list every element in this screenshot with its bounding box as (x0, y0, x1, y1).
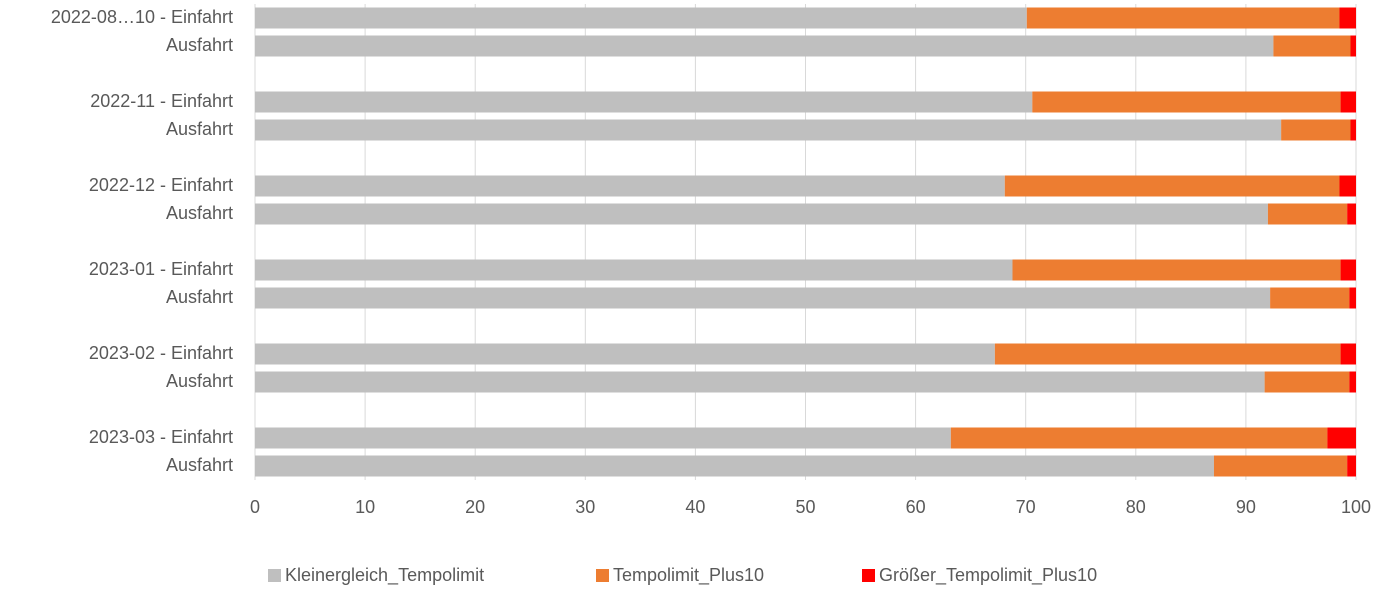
bar-segment (255, 371, 1265, 393)
bar-segment (1350, 119, 1356, 141)
bar-segment (1340, 259, 1356, 281)
x-tick-label: 70 (1016, 497, 1036, 517)
bar-segment (1032, 91, 1341, 113)
bar-segment (1270, 287, 1350, 309)
y-tick-label: 2023-02 - Einfahrt (89, 343, 233, 363)
y-tick-label: Ausfahrt (166, 119, 233, 139)
bar-segment (1267, 203, 1348, 225)
bar-segment (1339, 175, 1356, 197)
x-tick-label: 100 (1341, 497, 1371, 517)
bar-segment (255, 203, 1268, 225)
bar-segment (255, 175, 1005, 197)
y-tick-label: 2023-03 - Einfahrt (89, 427, 233, 447)
bar-segment (994, 343, 1341, 365)
legend-swatch (596, 569, 609, 582)
bar-segment (1213, 455, 1348, 477)
bar-segment (1281, 119, 1351, 141)
bar-segment (1340, 91, 1356, 113)
bar-segment (255, 91, 1033, 113)
legend-label: Größer_Tempolimit_Plus10 (879, 565, 1097, 586)
bar-segment (1026, 7, 1340, 29)
y-tick-label: 2022-08…10 - Einfahrt (51, 7, 233, 27)
x-tick-label: 80 (1126, 497, 1146, 517)
bar-segment (255, 259, 1013, 281)
bar-segment (255, 427, 951, 449)
legend-swatch (862, 569, 875, 582)
y-tick-label: Ausfahrt (166, 287, 233, 307)
x-tick-label: 50 (795, 497, 815, 517)
bar-segment (1327, 427, 1356, 449)
bar-segment (255, 35, 1274, 57)
bar-segment (1350, 35, 1356, 57)
bar-segment (1339, 7, 1356, 29)
x-tick-label: 40 (685, 497, 705, 517)
bar-segment (1340, 343, 1356, 365)
legend-label: Tempolimit_Plus10 (613, 565, 764, 586)
y-tick-label: Ausfahrt (166, 371, 233, 391)
bar-segment (255, 7, 1027, 29)
x-tick-label: 30 (575, 497, 595, 517)
bar-segment (1012, 259, 1341, 281)
bar-segment (255, 343, 995, 365)
y-tick-label: 2022-11 - Einfahrt (90, 91, 233, 111)
x-tick-label: 90 (1236, 497, 1256, 517)
bar-segment (1273, 35, 1351, 57)
legend-swatch (268, 569, 281, 582)
y-tick-label: Ausfahrt (166, 203, 233, 223)
legend-label: Kleinergleich_Tempolimit (285, 565, 484, 586)
y-tick-label: 2023-01 - Einfahrt (89, 259, 233, 279)
bar-segment (1347, 203, 1356, 225)
bar-segment (1349, 287, 1356, 309)
x-tick-label: 10 (355, 497, 375, 517)
bar-segment (255, 119, 1282, 141)
x-tick-label: 60 (906, 497, 926, 517)
y-tick-label: 2022-12 - Einfahrt (89, 175, 233, 195)
x-tick-label: 0 (250, 497, 260, 517)
bar-segment (1347, 455, 1356, 477)
bar-segment (255, 287, 1271, 309)
bar-segment (1004, 175, 1340, 197)
bar-segment (1349, 371, 1356, 393)
y-tick-label: Ausfahrt (166, 455, 233, 475)
y-tick-label: Ausfahrt (166, 35, 233, 55)
bar-segment (255, 455, 1214, 477)
x-tick-label: 20 (465, 497, 485, 517)
bar-segment (1264, 371, 1350, 393)
bar-segment (950, 427, 1328, 449)
